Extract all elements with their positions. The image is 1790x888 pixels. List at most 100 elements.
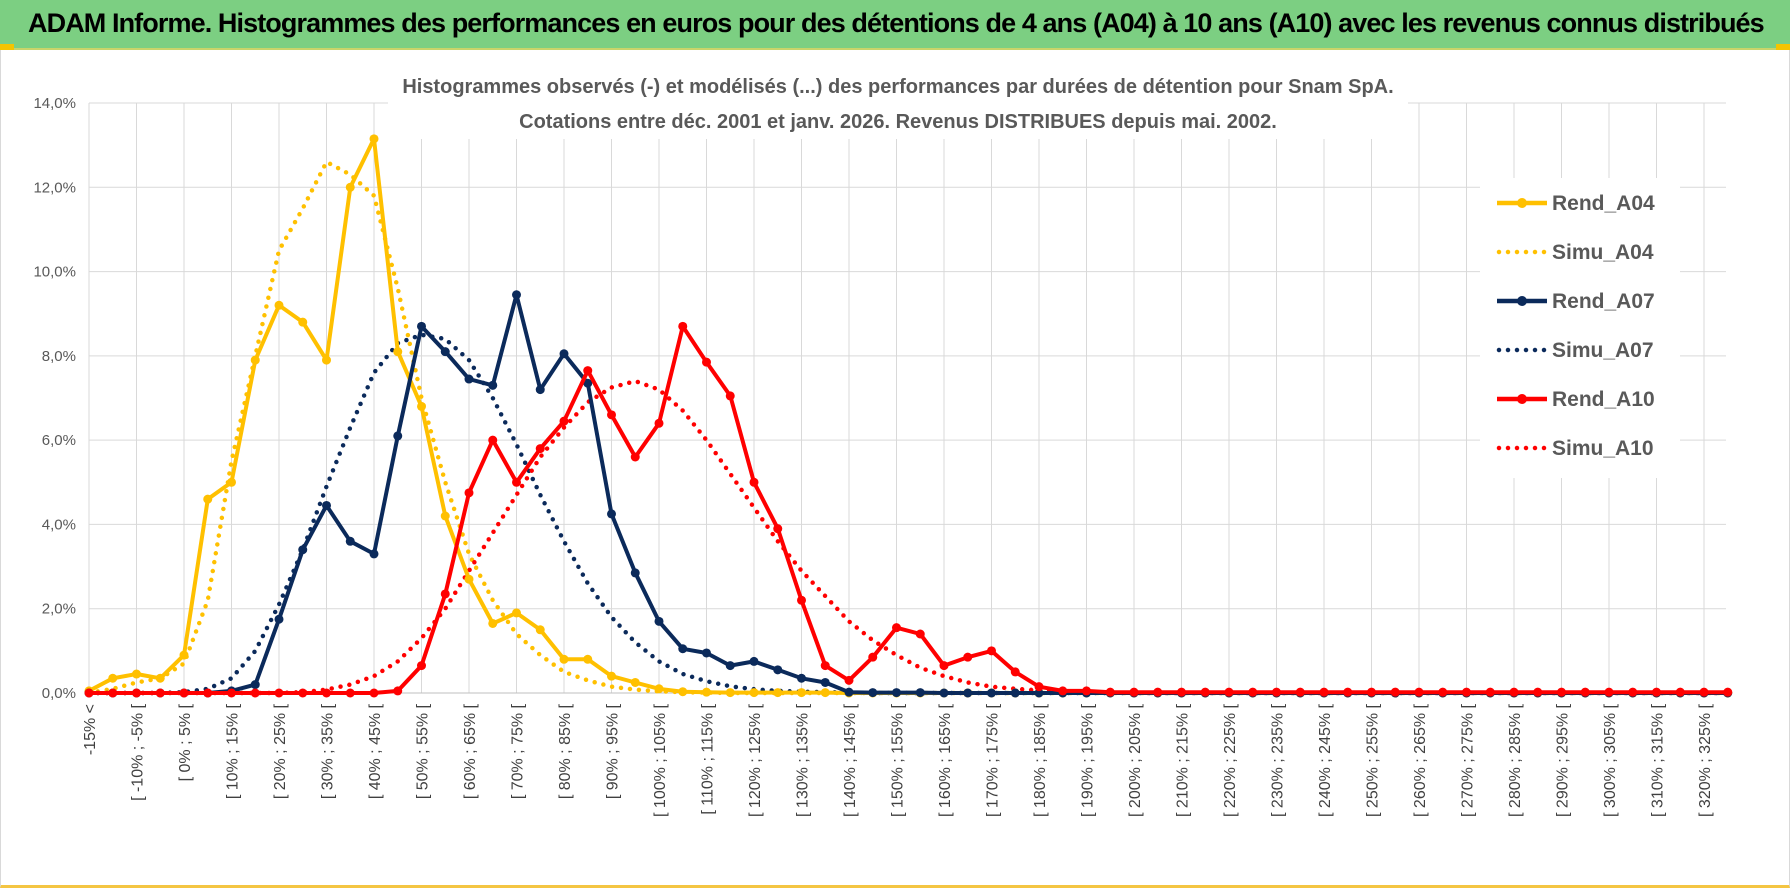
data-point-Rend_A04 (797, 688, 806, 698)
data-point-Rend_A07 (702, 648, 711, 658)
data-point-Rend_A10 (773, 524, 783, 534)
data-point-Rend_A04 (440, 511, 450, 521)
x-tick-label: [ 70% ; 75% [ (510, 703, 527, 799)
data-point-Rend_A04 (417, 401, 426, 411)
x-tick-label: [ 140% ; 145% [ (842, 703, 859, 817)
data-point-Rend_A07 (440, 347, 450, 357)
x-tick-label: [ 90% ; 95% [ (605, 703, 622, 799)
y-tick-label: 12,0% (33, 179, 76, 196)
data-point-Rend_A04 (488, 618, 498, 628)
legend-marker-Rend_A10 (1517, 394, 1527, 404)
data-point-Rend_A10 (939, 661, 949, 671)
legend-label-Rend_A04: Rend_A04 (1552, 192, 1655, 215)
data-point-Rend_A10 (1533, 687, 1543, 697)
data-point-Rend_A07 (583, 378, 593, 388)
x-tick-label: [ 250% ; 255% [ (1365, 703, 1382, 817)
data-point-Rend_A07 (1010, 688, 1020, 698)
y-tick-label: 8,0% (42, 348, 76, 365)
chart-subtitle: Cotations entre déc. 2001 et janv. 2026.… (519, 111, 1277, 133)
data-point-Rend_A10 (678, 321, 688, 331)
x-tick-label: [ 180% ; 185% [ (1032, 703, 1049, 817)
chart-title-group: Histogrammes observés (-) et modélisés (… (388, 69, 1408, 139)
data-point-Rend_A10 (440, 589, 450, 599)
data-point-Rend_A10 (1058, 686, 1068, 696)
data-point-Rend_A07 (773, 665, 783, 675)
x-tick-label: [ 280% ; 285% [ (1507, 703, 1524, 817)
data-point-Rend_A10 (797, 595, 806, 605)
x-tick-label: [ 320% ; 325% [ (1697, 703, 1714, 817)
data-point-Rend_A07 (274, 614, 284, 624)
x-tick-label: -15% < (82, 704, 99, 755)
legend-label-Simu_A07: Simu_A07 (1552, 339, 1654, 362)
data-point-Rend_A04 (132, 669, 141, 679)
data-point-Rend_A10 (915, 629, 925, 639)
x-tick-label: [ 230% ; 235% [ (1270, 703, 1287, 817)
data-point-Rend_A04 (369, 134, 379, 144)
data-point-Rend_A10 (298, 688, 308, 698)
data-point-Rend_A04 (345, 182, 355, 192)
data-point-Rend_A07 (868, 688, 878, 698)
data-point-Rend_A10 (749, 477, 759, 487)
data-point-Rend_A10 (1343, 687, 1353, 697)
data-point-Rend_A10 (1557, 687, 1566, 697)
x-tick-label: [ 270% ; 275% [ (1460, 703, 1477, 817)
data-point-Rend_A07 (630, 568, 640, 578)
data-point-Rend_A10 (1509, 687, 1519, 697)
data-point-Rend_A07 (820, 677, 830, 687)
data-point-Rend_A10 (1153, 687, 1163, 697)
data-point-Rend_A04 (155, 673, 165, 683)
y-tick-label: 0,0% (42, 685, 76, 702)
y-axis-ticks: 0,0% 2,0% 4,0% 6,0% 8,0% 10,0% 12,0% 14,0% (33, 95, 76, 702)
y-tick-label: 14,0% (33, 95, 76, 112)
series-group (84, 134, 1733, 698)
data-point-Rend_A10 (963, 652, 973, 662)
series-line-Rend_A10 (89, 324, 1728, 695)
x-tick-label: [ 130% ; 135% [ (795, 703, 812, 817)
x-tick-label: [ 150% ; 155% [ (890, 703, 907, 817)
data-point-Rend_A10 (1462, 687, 1471, 697)
data-point-Rend_A07 (963, 688, 973, 698)
title-background (388, 69, 1408, 139)
data-point-Rend_A10 (322, 688, 331, 698)
data-point-Rend_A10 (274, 688, 284, 698)
x-tick-label: [ -10% ; -5% [ (130, 703, 147, 800)
legend-label-Rend_A10: Rend_A10 (1552, 388, 1655, 411)
data-point-Rend_A04 (630, 677, 640, 687)
data-point-Rend_A10 (1295, 687, 1305, 697)
data-point-Rend_A04 (179, 650, 189, 660)
x-tick-label: [ 290% ; 295% [ (1555, 703, 1572, 817)
data-point-Rend_A10 (1580, 687, 1590, 697)
x-tick-label: [ 100% ; 105% [ (652, 703, 669, 817)
data-point-Rend_A10 (892, 623, 901, 633)
data-point-Rend_A07 (322, 500, 331, 510)
data-point-Rend_A04 (535, 625, 545, 635)
data-point-Rend_A10 (1390, 687, 1400, 697)
data-point-Rend_A10 (987, 646, 996, 656)
data-point-Rend_A04 (274, 300, 284, 310)
data-point-Rend_A04 (725, 688, 735, 698)
x-tick-label: [ 30% ; 35% [ (320, 703, 337, 799)
legend-marker-Rend_A07 (1517, 296, 1527, 306)
data-point-Rend_A10 (1604, 687, 1614, 697)
data-point-Rend_A10 (1129, 687, 1139, 697)
data-point-Rend_A07 (535, 385, 545, 395)
data-point-Rend_A10 (179, 688, 189, 698)
data-point-Rend_A04 (559, 654, 569, 664)
data-point-Rend_A10 (1438, 687, 1448, 697)
data-point-Rend_A07 (345, 536, 355, 546)
x-tick-label: [ 170% ; 175% [ (985, 703, 1002, 817)
data-point-Rend_A10 (132, 688, 141, 698)
x-tick-label: [ 310% ; 315% [ (1650, 703, 1667, 817)
data-point-Rend_A07 (298, 545, 308, 555)
data-point-Rend_A07 (464, 374, 474, 384)
data-point-Rend_A10 (512, 477, 521, 487)
data-point-Rend_A10 (702, 357, 711, 367)
y-tick-label: 4,0% (42, 516, 76, 533)
data-point-Rend_A10 (607, 410, 616, 420)
data-point-Rend_A07 (393, 431, 403, 441)
x-tick-label: [ 40% ; 45% [ (367, 703, 384, 799)
x-tick-label: [ 120% ; 125% [ (747, 703, 764, 817)
data-point-Rend_A10 (535, 444, 545, 454)
data-point-Rend_A10 (1034, 682, 1044, 692)
